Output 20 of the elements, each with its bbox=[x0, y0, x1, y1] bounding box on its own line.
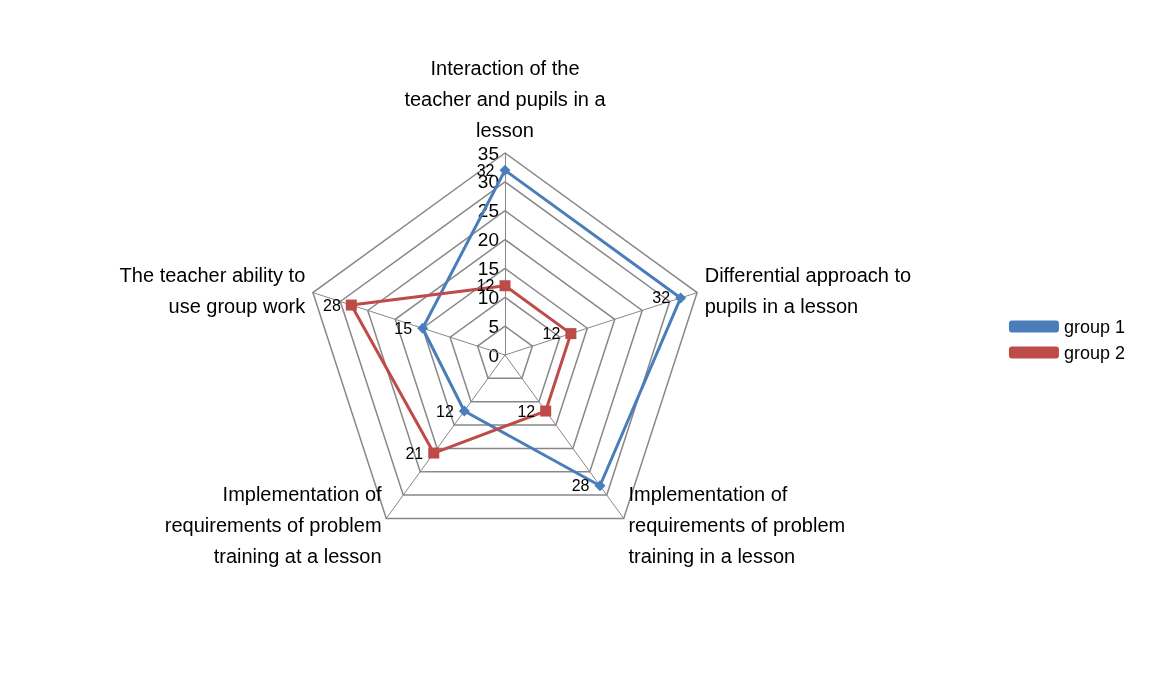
legend-label: group 2 bbox=[1063, 342, 1126, 363]
spoke-label: Implementation of requirements of problem training in a lesson bbox=[628, 482, 846, 567]
y-tick-label: 35 bbox=[477, 142, 499, 164]
data-label: 12 bbox=[435, 402, 454, 420]
data-label: 32 bbox=[652, 289, 671, 307]
data-label: 28 bbox=[571, 477, 590, 495]
data-label: 15 bbox=[394, 319, 413, 337]
data-label: 21 bbox=[405, 444, 424, 462]
spoke-label: The teacher ability to use group work bbox=[119, 263, 307, 317]
y-tick-label: 5 bbox=[488, 315, 499, 337]
y-tick-label: 0 bbox=[488, 344, 499, 366]
spoke-label: Differential approach to pupils in a lesson bbox=[704, 263, 912, 317]
data-label: 12 bbox=[517, 402, 536, 420]
legend-label: group 1 bbox=[1063, 316, 1126, 337]
spoke-label: Implementation of requirements of problem training at a lesson bbox=[164, 482, 382, 567]
y-tick-label: 15 bbox=[477, 257, 499, 279]
y-tick-label: 20 bbox=[477, 229, 499, 251]
spoke-label: Interaction of the teacher and pupils in a lesson bbox=[404, 56, 607, 141]
data-label: 12 bbox=[542, 325, 561, 343]
data-label: 28 bbox=[323, 296, 341, 314]
